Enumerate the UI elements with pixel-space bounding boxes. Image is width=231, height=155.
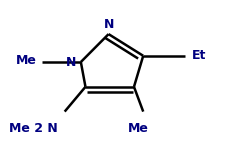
Text: Me: Me — [128, 122, 149, 135]
Text: N: N — [66, 55, 76, 69]
Text: N: N — [103, 18, 114, 31]
Text: Me 2 N: Me 2 N — [9, 122, 58, 135]
Text: Et: Et — [192, 49, 206, 62]
Text: Me: Me — [16, 54, 37, 67]
